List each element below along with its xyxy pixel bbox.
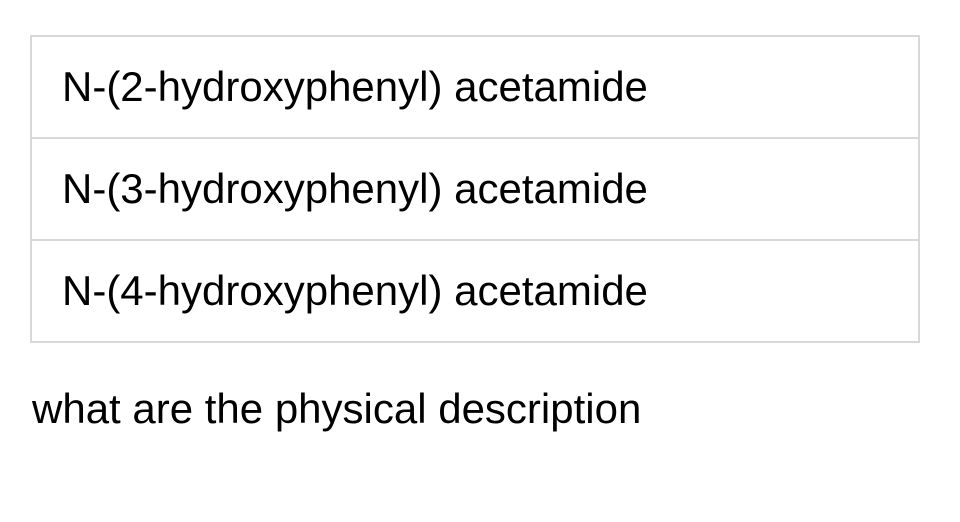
question-text: what are the physical description: [30, 385, 930, 433]
compounds-table: N-(2-hydroxyphenyl) acetamide N-(3-hydro…: [30, 35, 920, 343]
compound-name: N-(2-hydroxyphenyl) acetamide: [62, 63, 888, 111]
table-row: N-(3-hydroxyphenyl) acetamide: [32, 139, 918, 241]
compound-name: N-(4-hydroxyphenyl) acetamide: [62, 267, 888, 315]
table-row: N-(2-hydroxyphenyl) acetamide: [32, 37, 918, 139]
table-row: N-(4-hydroxyphenyl) acetamide: [32, 241, 918, 341]
compound-name: N-(3-hydroxyphenyl) acetamide: [62, 165, 888, 213]
